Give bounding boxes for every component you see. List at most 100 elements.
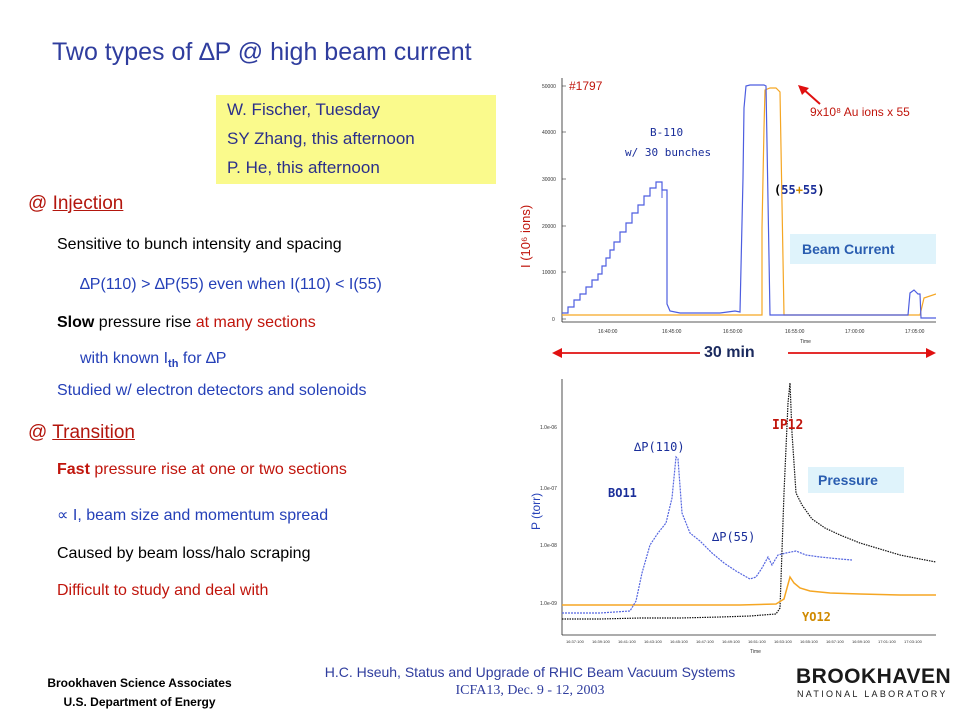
x-tick-label: 16:57:100 [826,639,845,644]
logo-subtitle: NATIONAL LABORATORY [797,689,948,699]
injection-line-4: with known Ith for ∆P [80,350,226,370]
x-tick-label: 16:37:100 [566,639,585,644]
x-tick-label: 16:40:00 [598,329,618,335]
dp110-text: ∆P(110) > [80,276,155,293]
plus: + [796,183,803,197]
x-tick-label: 16:45:00 [662,329,682,335]
paren: ( [774,183,781,197]
bo11-series-line [562,455,853,614]
footer-dept: U.S. Department of Energy [63,695,216,709]
legend-label: Pressure [818,472,878,488]
x-tick-label: 17:05:00 [905,329,925,335]
x-tick-label: 16:53:100 [774,639,793,644]
y-tick-label: 1.0e-07 [540,486,557,492]
x-tick-label: 16:49:100 [722,639,741,644]
beam-size-text: I, beam size and momentum spread [72,507,329,524]
legend-label: Beam Current [802,241,895,257]
time-span-label: 30 min [704,344,755,361]
y-tick-label: 1.0e-09 [540,601,557,607]
logo-svg: BROOKHAVEN NATIONAL LABORATORY [796,665,951,699]
yo12-label: YO12 [802,610,831,624]
x-axis-title: Time [800,339,811,345]
count-b: 55 [803,183,817,197]
x-tick-label: 16:39:100 [592,639,611,644]
for-dp-text: for ∆P [178,350,227,367]
ip12-label: IP12 [772,418,803,433]
footer-org: Brookhaven Science Associates [47,676,232,690]
orange-series-label: (55+55) [774,183,825,197]
run-number: #1797 [569,79,603,93]
pressure-plot: 1.0e-06 1.0e-07 1.0e-08 1.0e-09 16:37:10… [540,373,937,660]
y-tick-label: 50000 [542,84,556,90]
legend-box [790,234,936,264]
detectors-text: w/ electron detectors and solenoids [111,382,367,399]
bo11-label: BO11 [608,486,637,500]
dp55-text: ∆P(55) even when [154,276,291,293]
pressure-rise-text: pressure rise [89,461,192,478]
arrow-head-icon [798,85,809,95]
one-two-sections-text: at one or two sections [191,461,347,478]
pressure-rise-text: pressure rise [94,314,196,331]
y-tick-label: 1.0e-06 [540,425,557,431]
beam-current-svg: 50000 40000 30000 20000 10000 0 16:40:00… [540,68,937,360]
injection-line-5: Studied w/ electron detectors and soleno… [57,382,367,400]
brookhaven-logo: BROOKHAVEN NATIONAL LABORATORY [794,661,954,708]
x-tick-label: 16:51:100 [748,639,767,644]
blue-series-line [562,84,936,319]
x-tick-label: 17:03:100 [904,639,923,644]
x-tick-label: 16:47:100 [696,639,715,644]
fast-text: Fast [57,461,90,478]
x-axis-title: Time [750,649,761,655]
studied-text: Studied [57,382,112,399]
author-line: SY Zhang, this afternoon [227,129,415,148]
footer-middle: H.C. Hseuh, Status and Upgrade of RHIC B… [270,662,790,700]
beam-current-plot: 50000 40000 30000 20000 10000 0 16:40:00… [540,68,937,360]
transition-heading: @ Transition [28,422,135,444]
count-a: 55 [781,183,795,197]
paren: ) [817,183,824,197]
ion-annotation: 9x10⁸ Au ions x 55 [810,105,910,119]
bottom-y-axis-label: P (torr) [529,492,543,530]
blue-series-sublabel: w/ 30 bunches [625,146,711,159]
x-tick-label: 16:55:00 [785,329,805,335]
y-tick-label: 1.0e-08 [540,543,557,549]
ip12-series-line [562,382,937,620]
heading-prefix: @ [28,422,53,443]
blue-series-label: B-110 [650,126,683,139]
time-span-indicator [552,345,936,361]
y-tick-label: 20000 [542,224,556,230]
heading-text: Transition [52,422,135,443]
y-tick-label: 40000 [542,130,556,136]
intensity-text: I(110) < I(55) [290,276,382,293]
x-tick-label: 16:59:100 [852,639,871,644]
x-tick-label: 17:01:100 [878,639,897,644]
pressure-svg: 1.0e-06 1.0e-07 1.0e-08 1.0e-09 16:37:10… [540,373,937,660]
legend-box [808,467,904,493]
top-y-axis-label: I (10⁶ ions) [518,204,533,268]
x-tick-label: 16:45:100 [670,639,689,644]
footer-left: Brookhaven Science Associates U.S. Depar… [12,674,267,712]
known-ith-text: with known I [80,350,169,367]
x-tick-label: 16:43:100 [644,639,663,644]
th-subscript: th [168,358,179,370]
injection-line-1: Sensitive to bunch intensity and spacing [57,236,342,253]
y-tick-label: 10000 [542,270,556,276]
heading-prefix: @ [28,193,53,214]
transition-line-2: ∝ I, beam size and momentum spread [57,505,328,525]
x-tick-label: 16:41:100 [618,639,637,644]
injection-line-3: Slow pressure rise at many sections [57,314,316,332]
arrow-left-icon [552,348,562,358]
y-tick-label: 0 [552,317,555,323]
x-tick-label: 16:50:00 [723,329,743,335]
proportional-symbol: ∝ [57,507,73,524]
yo12-series-line [562,575,936,606]
x-tick-label: 17:00:00 [845,329,865,335]
arrow-right-icon [926,348,936,358]
transition-line-3: Caused by beam loss/halo scraping [57,545,311,562]
y-tick-label: 30000 [542,177,556,183]
transition-line-4: Difficult to study and deal with [57,582,269,599]
injection-heading: @ Injection [28,193,123,215]
author-line: W. Fischer, Tuesday [227,100,381,119]
x-tick-label: 16:55:100 [800,639,819,644]
heading-text: Injection [52,193,124,214]
